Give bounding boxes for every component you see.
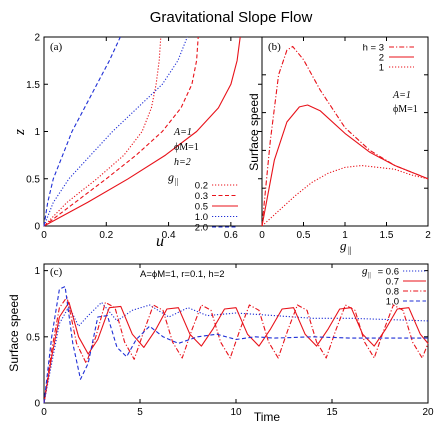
figure-title: Gravitational Slope Flow [150, 9, 313, 26]
x-tick-label: 1 [342, 230, 348, 241]
legend-title: || [368, 271, 371, 279]
x-tick-label: 0.6 [224, 230, 238, 241]
series-line [43, 36, 162, 227]
legend-label: 1.0 [195, 212, 208, 223]
panel-b: 0 0.5 1 1.5 2 (b) Surface speed g || A=1 ϕM=1 h = 3… [247, 36, 431, 255]
panel-c: 0 5 10 15 20 0 0.5 1 (c) Surface speed Time A=ϕM=1,… [7, 263, 434, 424]
y-tick-label: 0.5 [26, 174, 40, 185]
x-tick-label: 0 [259, 230, 265, 241]
param-label: A=1 [173, 127, 192, 138]
x-tick-label: 20 [422, 407, 434, 418]
y-axis-label: z [12, 129, 28, 136]
x-tick-label: 1.5 [380, 230, 394, 241]
series-line [43, 301, 429, 404]
legend-label: 0.8 [386, 287, 399, 298]
legend-title: g [362, 265, 368, 277]
y-tick-label: 1 [34, 266, 40, 277]
panel-a: 0 0.2 0.4 0.6 0 0.5 1 1.5 2 (a) z u A=1 ϕM=1 h=2g || 0.2… [12, 33, 263, 250]
x-tick-label: 0.4 [162, 230, 176, 241]
legend-label: 0.3 [195, 191, 208, 202]
series-line [43, 296, 429, 404]
y-tick-label: 0 [34, 399, 40, 410]
x-tick-label: 10 [230, 407, 242, 418]
legend-label: 1 [379, 63, 384, 74]
x-axis-label: g [340, 238, 347, 253]
legend-label: = 0.6 [378, 267, 399, 278]
plot-frame [261, 36, 429, 227]
y-tick-label: 1 [34, 127, 40, 138]
x-tick-label: 5 [137, 407, 143, 418]
legend-label: 0.7 [386, 277, 399, 288]
param-label: h=2 [174, 157, 191, 168]
param-label: A=ϕM=1, r=0.1, h=2 [140, 269, 225, 280]
legend-label: 0.5 [195, 202, 208, 213]
legend-label: 2.0 [195, 223, 208, 234]
y-tick-label: 1.5 [26, 80, 40, 91]
x-tick-label: 0.5 [297, 230, 311, 241]
param-label: ϕM=1 [393, 104, 418, 115]
plot-frame [43, 263, 429, 404]
legend-label: h = 3 [363, 43, 384, 54]
x-tick-label: 15 [326, 407, 338, 418]
y-axis-label: Surface speed [7, 294, 21, 371]
panel-label: (c) [50, 266, 63, 278]
x-tick-label: 2 [425, 230, 431, 241]
y-tick-label: 0 [34, 222, 40, 233]
y-tick-label: 2 [34, 33, 40, 44]
legend-label: 2 [379, 53, 384, 64]
series-line [43, 36, 188, 227]
series-line [43, 301, 429, 404]
panel-label: (b) [268, 41, 281, 53]
series-line [43, 285, 428, 404]
series-line [261, 104, 429, 227]
series-line [43, 36, 241, 227]
series-line [43, 36, 199, 227]
y-tick-label: 0.5 [26, 332, 40, 343]
y-axis-label: Surface speed [247, 93, 261, 170]
x-axis-label: u [156, 233, 164, 250]
param-label: A=1 [392, 90, 411, 101]
x-tick-label: 0.2 [99, 230, 113, 241]
plot-frame [43, 36, 263, 227]
x-axis-label: Time [254, 410, 281, 424]
param-label: ϕM=1 [174, 142, 199, 153]
panel-label: (a) [50, 41, 63, 53]
series-line [261, 45, 429, 227]
x-tick-label: 0 [41, 230, 47, 241]
x-tick-label: 0 [41, 407, 47, 418]
legend-title: || [175, 177, 178, 186]
legend-title: g [168, 170, 174, 184]
x-axis-label: || [348, 245, 352, 255]
legend-label: 1.0 [386, 297, 399, 308]
series-line [43, 36, 121, 227]
legend-label: 0.2 [195, 181, 208, 192]
series-line [261, 164, 429, 227]
